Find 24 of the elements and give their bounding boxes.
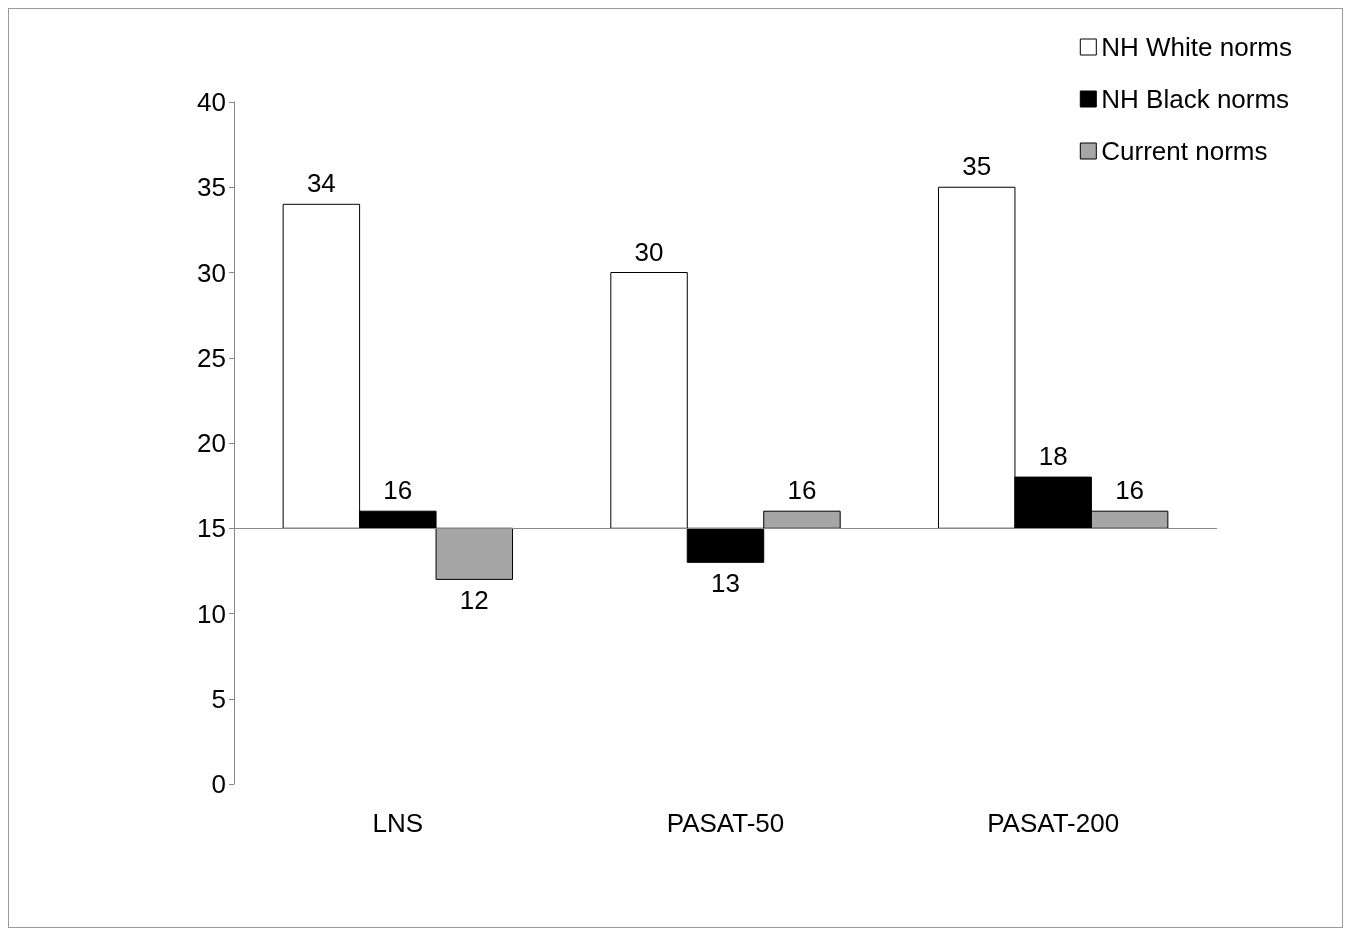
data-label: 34 <box>306 168 336 199</box>
x-tick-label: LNS <box>372 808 424 838</box>
data-label: 16 <box>1115 475 1145 506</box>
legend-label: NH Black norms <box>1101 84 1290 114</box>
x-tick-label: PASAT-200 <box>987 808 1120 838</box>
y-tick-label: 30 <box>197 257 226 288</box>
legend-label: NH White norms <box>1101 32 1293 62</box>
data-label: 18 <box>1038 441 1068 472</box>
data-label: 16 <box>787 475 817 506</box>
y-tick-label: 10 <box>197 598 226 629</box>
y-tick-label: 15 <box>197 513 226 544</box>
y-tick-label: 25 <box>197 342 226 373</box>
data-label: 13 <box>711 568 740 599</box>
data-label: 30 <box>634 236 664 267</box>
data-label: 16 <box>383 475 413 506</box>
data-label: 35 <box>962 151 992 182</box>
x-tick-label: PASAT-50 <box>666 808 785 838</box>
y-tick-label: 5 <box>211 683 226 714</box>
y-tick-label: 40 <box>197 87 226 117</box>
y-tick-label: 35 <box>197 172 226 203</box>
y-tick-label: 0 <box>211 769 226 799</box>
legend-label: Current norms <box>1101 136 1268 166</box>
y-tick-label: 20 <box>197 428 226 458</box>
data-label: 12 <box>459 585 489 616</box>
